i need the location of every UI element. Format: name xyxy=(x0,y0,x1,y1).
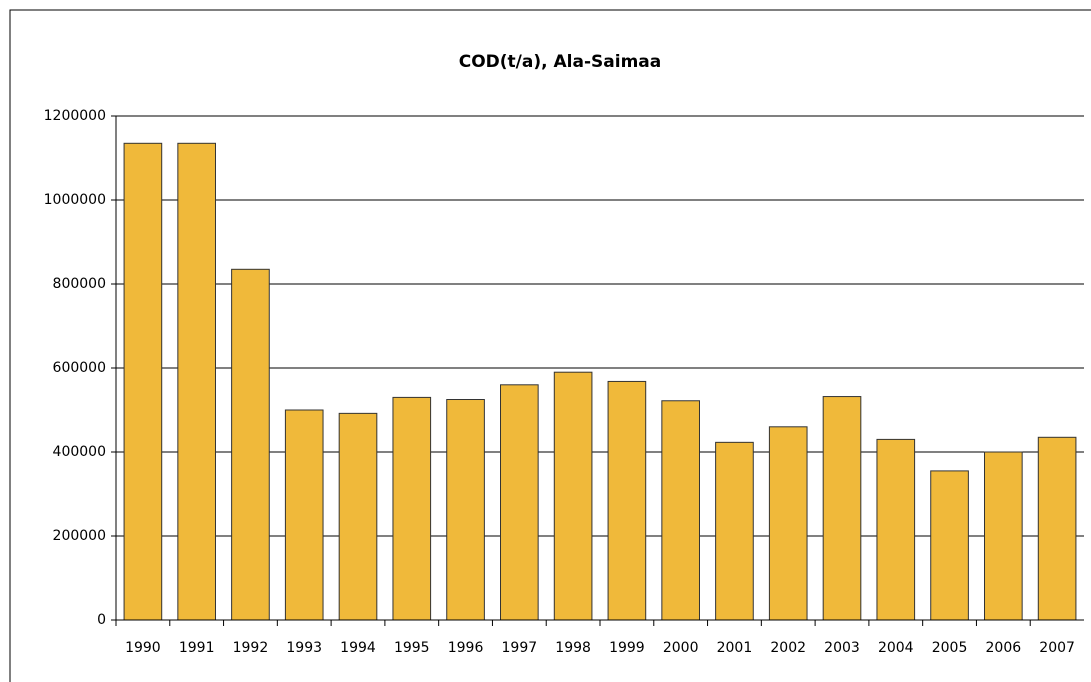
x-tick-label: 1993 xyxy=(286,640,322,656)
bar xyxy=(553,371,593,621)
x-tick-label: 1997 xyxy=(502,640,538,656)
bar xyxy=(338,412,378,621)
x-tick-label: 2004 xyxy=(878,640,914,656)
x-tick-label: 1998 xyxy=(555,640,591,656)
y-tick-label: 200000 xyxy=(53,528,106,544)
y-tick-label: 600000 xyxy=(53,360,106,376)
x-tick-label: 2007 xyxy=(1039,640,1075,656)
bar xyxy=(231,268,270,621)
bar xyxy=(876,438,916,621)
bar xyxy=(446,399,485,621)
bar xyxy=(500,384,539,621)
x-tick-label: 1999 xyxy=(609,640,645,656)
y-tick-label: 0 xyxy=(97,612,106,628)
x-tick-label: 1991 xyxy=(179,640,215,656)
bar xyxy=(984,451,1023,621)
y-tick-label: 1000000 xyxy=(44,192,106,208)
bar xyxy=(392,396,432,621)
bar xyxy=(930,470,969,621)
bar xyxy=(177,142,216,621)
chart-border xyxy=(9,9,1091,682)
bar xyxy=(768,426,808,621)
x-tick-label: 2006 xyxy=(986,640,1022,656)
bar xyxy=(607,380,647,621)
x-tick-label: 2000 xyxy=(663,640,699,656)
bar xyxy=(822,396,862,621)
y-tick-label: 1200000 xyxy=(44,108,106,124)
bar xyxy=(123,142,163,621)
x-tick-label: 2003 xyxy=(824,640,860,656)
chart-title: COD(t/a), Ala-Saimaa xyxy=(459,52,661,72)
x-tick-label: 2005 xyxy=(932,640,968,656)
y-tick-label: 800000 xyxy=(53,276,106,292)
x-tick-label: 1996 xyxy=(448,640,484,656)
x-tick-label: 1995 xyxy=(394,640,430,656)
x-tick-label: 1994 xyxy=(340,640,376,656)
x-tick-label: 2002 xyxy=(770,640,806,656)
bar xyxy=(715,441,754,621)
x-tick-label: 1992 xyxy=(233,640,269,656)
x-tick-label: 1990 xyxy=(125,640,161,656)
bar xyxy=(284,409,324,621)
x-tick-label: 2001 xyxy=(717,640,753,656)
bar xyxy=(1037,436,1077,621)
y-tick-label: 400000 xyxy=(53,444,106,460)
bar xyxy=(661,400,700,621)
